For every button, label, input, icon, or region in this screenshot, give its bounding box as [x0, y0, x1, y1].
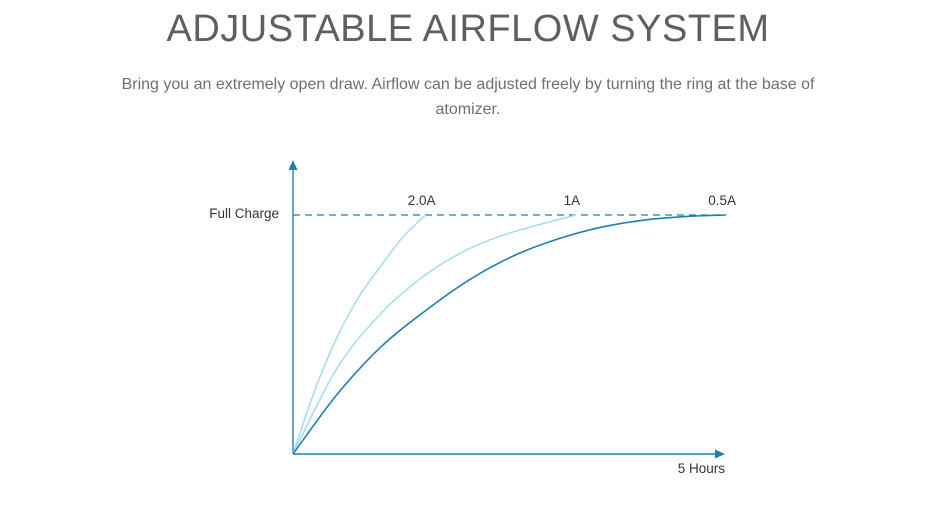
series-label-0: 2.0A	[408, 193, 436, 208]
series-line-1	[292, 214, 577, 455]
x-end-label: 5 Hours	[678, 461, 726, 476]
series-labels: 2.0A 1A 0.5A	[408, 193, 736, 208]
y-axis-arrow-icon	[288, 160, 298, 170]
page-title: ADJUSTABLE AIRFLOW SYSTEM	[166, 8, 770, 50]
series-line-0	[292, 214, 427, 455]
full-charge-label: Full Charge	[209, 206, 279, 221]
y-axis	[288, 160, 298, 454]
series-group	[292, 214, 727, 455]
series-line-2	[292, 214, 727, 455]
x-axis	[293, 449, 725, 459]
page-subtitle: Bring you an extremely open draw. Airflo…	[121, 76, 815, 118]
x-axis-arrow-icon	[715, 449, 725, 459]
series-label-1: 1A	[564, 193, 581, 208]
series-label-2: 0.5A	[708, 193, 736, 208]
